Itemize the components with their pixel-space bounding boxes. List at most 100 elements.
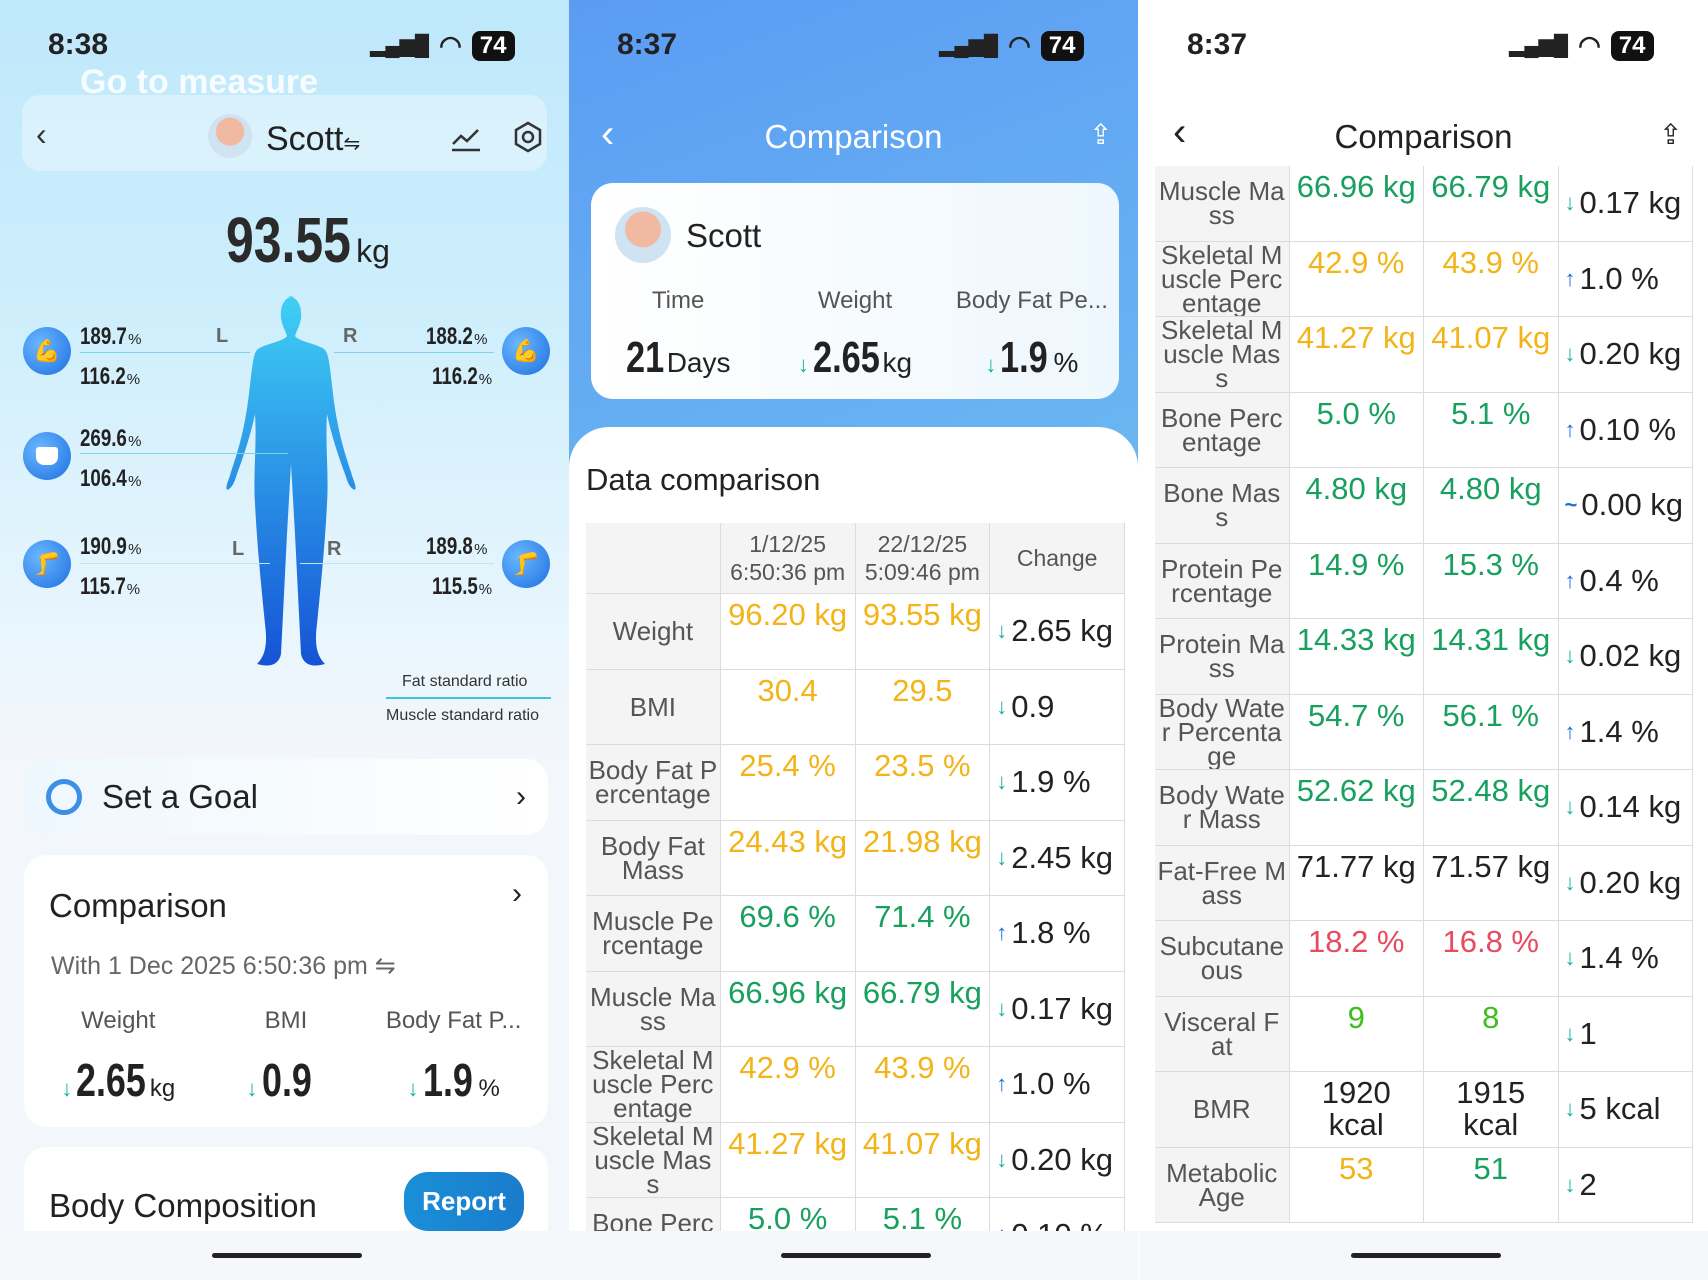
change-cell: ~0.00 kg [1559, 468, 1693, 543]
change-value: 0.20 kg [1579, 336, 1682, 372]
trunk-values: 269.6% 106.4% [80, 420, 141, 500]
table-row[interactable]: Bone Mass 4.80 kg 4.80 kg ~0.00 kg [1155, 468, 1693, 544]
change-value: 1.0 % [1579, 260, 1659, 296]
table-row[interactable]: Body Fat Mass 24.43 kg 21.98 kg ↓ 2.45 kg [586, 820, 1125, 896]
left-label: L [216, 325, 229, 347]
table-row[interactable]: Muscle Percentage 69.6 % 71.4 % ↑ 1.8 % [586, 896, 1125, 972]
table-row[interactable]: Protein Mass 14.33 kg 14.31 kg ↓ 0.02 kg [1155, 619, 1693, 695]
table-row[interactable]: Visceral Fat 9 8 ↓ 1 [1155, 996, 1693, 1072]
table-row[interactable]: BMR 1920 kcal 1915 kcal ↓ 5 kcal [1155, 1072, 1693, 1148]
arrow-up-icon: ↑ [1564, 416, 1576, 442]
table-row[interactable]: Body Fat Percentage 25.4 % 23.5 % ↓ 1.9 % [586, 745, 1125, 821]
change-cell: ↓ 0.9 [990, 669, 1125, 744]
table-row[interactable]: Skeletal Muscle Percentage 42.9 % 43.9 % ↑ 1… [586, 1047, 1125, 1123]
status-icons: ▂▄▆█ ◠ 74 [1509, 30, 1654, 61]
muscle-ratio: 116.2 [432, 363, 478, 390]
comparison-subtitle[interactable]: With 1 Dec 2025 6:50:36 pm ⇋ [51, 952, 396, 980]
chevron-right-icon[interactable]: › [512, 877, 522, 910]
signal-icon: ▂▄▆█ [939, 35, 999, 57]
table-row[interactable]: Weight 96.20 kg 93.55 kg ↓ 2.65 kg [586, 594, 1125, 670]
comparison-card[interactable]: Comparison › With 1 Dec 2025 6:50:36 pm … [24, 855, 548, 1127]
table-row[interactable]: Muscle Mass 66.96 kg 66.79 kg ↓ 0.17 kg [586, 971, 1125, 1047]
home-indicator[interactable] [781, 1253, 931, 1258]
set-goal-label: Set a Goal [102, 778, 258, 815]
change-cell: ↑ 1.8 % [990, 896, 1125, 971]
arrow-down-icon: ↓ [1564, 794, 1576, 820]
battery-icon: 74 [1610, 30, 1654, 61]
fat-ratio: 189.7 [80, 323, 127, 350]
home-indicator[interactable] [1351, 1253, 1501, 1258]
table-row[interactable]: Metabolic Age 53 51 ↓ 2 [1155, 1147, 1693, 1223]
table-body: Muscle Mass 66.96 kg 66.79 kg ↓ 0.17 kg Skele… [1155, 166, 1693, 1223]
share-icon[interactable]: ⇪ [1089, 119, 1113, 150]
user-summary-card: Scott Time 21Days Weight ↓2.65 kg Body Fat … [591, 183, 1119, 399]
column-header: 1/12/25 6:50:36 pm [721, 523, 856, 593]
change-value: 1.8 % [1011, 915, 1091, 951]
metric-label: Muscle Mass [586, 971, 721, 1046]
table-row[interactable]: BMI 30.4 29.5 ↓ 0.9 [586, 669, 1125, 745]
settings-icon[interactable] [512, 121, 544, 153]
table-row[interactable]: Skeletal Muscle Mass 41.27 kg 41.07 kg ↓ 0.2… [586, 1122, 1125, 1198]
arrow-down-icon: ↓ [1564, 869, 1576, 895]
page-title: Comparison [1334, 118, 1513, 155]
comparison-table[interactable]: 1/12/25 6:50:36 pm 22/12/25 5:09:46 pm Cha… [586, 523, 1125, 1275]
arrow-up-icon: ↑ [996, 920, 1008, 946]
table-row[interactable]: Protein Percentage 14.9 % 15.3 % ↑ 0.4 % [1155, 543, 1693, 619]
trend-chart-icon[interactable] [450, 124, 482, 152]
table-body: 1/12/25 6:50:36 pm 22/12/25 5:09:46 pm Cha… [586, 523, 1125, 1274]
right-arm-icon[interactable]: 💪 [502, 327, 550, 375]
fat-standard-legend: Fat standard ratio [402, 673, 528, 690]
back-button[interactable]: ‹ [1173, 110, 1187, 154]
arrow-up-icon: ↑ [996, 1071, 1008, 1097]
previous-value: 66.96 kg [721, 971, 856, 1046]
trunk-icon[interactable] [23, 432, 71, 480]
home-indicator-area [569, 1231, 1138, 1280]
left-leg-icon[interactable]: 🦵 [23, 540, 71, 588]
status-time: 8:37 [617, 28, 678, 61]
set-goal-button[interactable]: Set a Goal › [24, 759, 548, 835]
comparison-table[interactable]: Muscle Mass 66.96 kg 66.79 kg ↓ 0.17 kg Skele… [1155, 166, 1693, 1224]
avatar [615, 207, 671, 263]
metric-label: Skeletal Muscle Mass [586, 1122, 721, 1197]
arrow-down-icon: ↓ [797, 352, 809, 377]
table-row[interactable]: Body Water Mass 52.62 kg 52.48 kg ↓ 0.14 kg [1155, 770, 1693, 846]
weight-label: Weight [81, 1007, 156, 1034]
table-row[interactable]: Fat-Free Mass 71.77 kg 71.57 kg ↓ 0.20 kg [1155, 845, 1693, 921]
table-row[interactable]: Subcutaneous 18.2 % 16.8 % ↓ 1.4 % [1155, 921, 1693, 997]
back-icon[interactable]: ‹ [36, 116, 47, 152]
report-button[interactable]: Report [404, 1172, 524, 1231]
previous-value: 9 [1290, 996, 1424, 1071]
right-leg-icon[interactable]: 🦵 [502, 540, 550, 588]
switch-user-icon[interactable]: ⇋ [343, 133, 361, 155]
table-row[interactable]: Body Water Percentage 54.7 % 56.1 % ↑ 1.4 % [1155, 694, 1693, 770]
share-icon[interactable]: ⇪ [1659, 119, 1683, 150]
table-row[interactable]: Skeletal Muscle Mass 41.27 kg 41.07 kg ↓ 0.2… [1155, 317, 1693, 393]
arrow-down-icon: ↓ [1564, 643, 1576, 669]
change-value: 1.9 % [1011, 764, 1091, 800]
current-value: 16.8 % [1424, 921, 1559, 996]
fat-ratio: 269.6 [80, 425, 127, 452]
change-value: 0.02 kg [1579, 638, 1682, 674]
weight-value: 93.55 [226, 204, 351, 276]
previous-value: 18.2 % [1290, 921, 1424, 996]
user-name[interactable]: Scott⇋ [266, 120, 360, 159]
go-to-measure-ghost[interactable]: Go to measure [80, 63, 319, 101]
home-indicator[interactable] [212, 1253, 362, 1258]
previous-value: 24.43 kg [721, 820, 856, 895]
unit: kg [149, 1075, 176, 1102]
table-row[interactable]: Muscle Mass 66.96 kg 66.79 kg ↓ 0.17 kg [1155, 166, 1693, 242]
change-value: 0.17 kg [1579, 185, 1682, 221]
unit: % [128, 541, 142, 558]
back-button[interactable]: ‹ [601, 112, 615, 156]
target-icon [46, 779, 82, 815]
page-title: Comparison [764, 118, 943, 155]
table-row[interactable]: Skeletal Muscle Percentage 42.9 % 43.9 % ↑ 1… [1155, 241, 1693, 317]
home-indicator-area [0, 1231, 569, 1280]
previous-value: 41.27 kg [1290, 317, 1424, 392]
left-arm-icon[interactable]: 💪 [23, 327, 71, 375]
avatar[interactable] [208, 114, 252, 158]
arrow-down-icon: ↓ [407, 1076, 419, 1101]
previous-value: 41.27 kg [721, 1122, 856, 1197]
arrow-down-icon: ↓ [61, 1076, 73, 1101]
